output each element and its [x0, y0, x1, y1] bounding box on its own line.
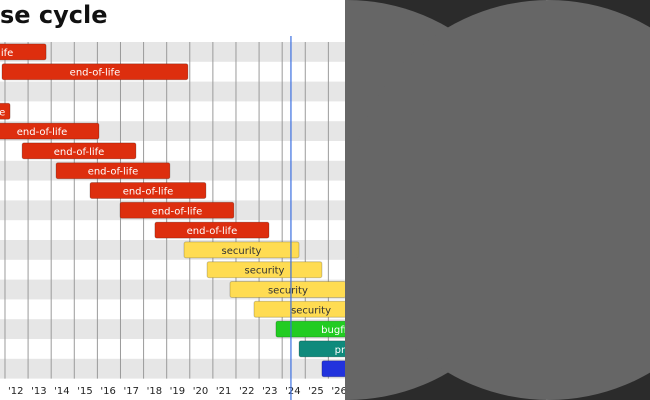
- bar-label: security: [268, 286, 308, 297]
- bar-label: end-of-life: [17, 127, 68, 138]
- x-tick-label: '14: [54, 386, 69, 397]
- bar-label: security: [222, 246, 262, 257]
- bar-label: bugfix: [321, 325, 345, 336]
- bar: [1, 63, 189, 81]
- bar: [0, 102, 11, 120]
- x-tick-label: '13: [31, 386, 46, 397]
- bar-label: end-of-life: [0, 48, 13, 59]
- chart: se cycle '12 '13 '14 '15 '16 '17 '18 '19 '20 '21 '…: [0, 0, 345, 400]
- row-stripe: [0, 358, 345, 379]
- bar-label: end-of-life: [54, 147, 105, 158]
- x-tick-label: '24: [285, 386, 300, 397]
- bar: [183, 241, 300, 259]
- x-tick-label: '26: [331, 386, 345, 397]
- x-tick-label: '18: [147, 386, 162, 397]
- x-tick-label: '19: [170, 386, 185, 397]
- bar: [119, 201, 235, 219]
- x-tick-label: '25: [308, 386, 323, 397]
- bar: [275, 320, 345, 338]
- bar: [0, 43, 47, 61]
- row-stripe: [0, 160, 345, 181]
- bar-label: security: [245, 266, 285, 277]
- bar-label: end-of-life: [187, 226, 238, 237]
- bar: [21, 142, 137, 160]
- bar-label: security: [291, 305, 331, 316]
- bar: [253, 300, 345, 318]
- bar-label: end-of-life: [70, 68, 121, 79]
- chart-title: se cycle: [0, 1, 108, 29]
- bar-label: end-of-life: [152, 206, 203, 217]
- circle: [349, 0, 650, 400]
- x-tick-label: '22: [239, 386, 254, 397]
- x-tick-label: '17: [123, 386, 138, 397]
- bar: [154, 221, 270, 239]
- row-stripe: [0, 42, 345, 62]
- bar: [229, 281, 345, 298]
- x-tick-label: '20: [193, 386, 208, 397]
- bar-label: end-of-life: [88, 167, 139, 178]
- bar: [206, 261, 323, 279]
- bar: [89, 182, 207, 199]
- bar: [0, 122, 100, 140]
- x-tick-label: '21: [216, 386, 231, 397]
- row-stripe: [0, 81, 345, 102]
- x-tick-label: '15: [77, 386, 92, 397]
- preview-panels: [345, 0, 650, 400]
- bar: [55, 162, 171, 180]
- bar-label: end-of-life: [0, 107, 5, 118]
- bar-label: end-of-life: [123, 187, 174, 198]
- bar-label: prerelease: [335, 345, 345, 356]
- x-tick-label: '23: [262, 386, 277, 397]
- x-tick-label: '12: [8, 386, 23, 397]
- bar: [321, 360, 345, 378]
- x-tick-label: '16: [100, 386, 115, 397]
- bar: [298, 340, 345, 358]
